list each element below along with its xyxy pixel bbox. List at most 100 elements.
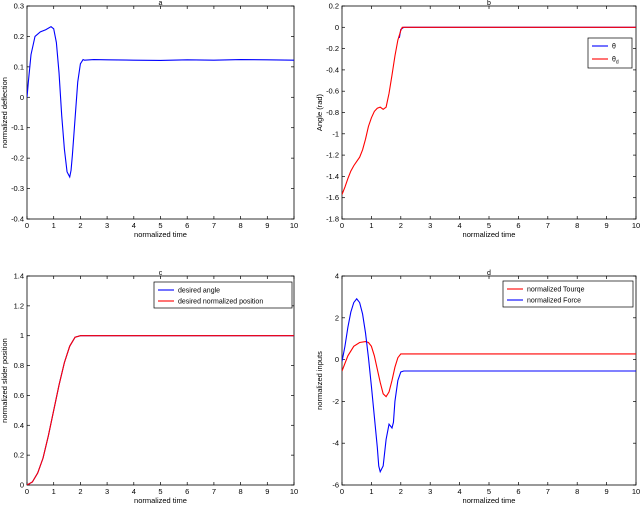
chart-title: c bbox=[159, 270, 163, 277]
legend-label: desired angle bbox=[178, 288, 220, 295]
x-tick-label: 0 bbox=[25, 221, 29, 230]
legend: desired angle desired normalized position bbox=[153, 281, 293, 309]
series-line-desired-normalized-position bbox=[27, 335, 294, 485]
x-tick-label: 7 bbox=[212, 487, 216, 496]
x-tick-label: 7 bbox=[546, 221, 550, 230]
series-line-normalized-tourqe bbox=[342, 340, 636, 398]
x-tick-label: 10 bbox=[290, 487, 298, 496]
y-axis-label: normalized deflection bbox=[0, 77, 9, 148]
y-tick-label: -0.1 bbox=[11, 123, 24, 132]
y-tick-label: 2 bbox=[335, 313, 339, 322]
x-tick-label: 8 bbox=[575, 487, 579, 496]
y-tick-label: -1.2 bbox=[326, 151, 339, 160]
legend: normalized Tourqe normalized Force bbox=[502, 280, 634, 308]
y-tick-label: 0.2 bbox=[14, 32, 24, 41]
x-tick-label: 3 bbox=[428, 487, 432, 496]
x-tick-label: 2 bbox=[399, 221, 403, 230]
y-tick-label: 1.4 bbox=[14, 272, 24, 281]
x-tick-label: 8 bbox=[575, 221, 579, 230]
y-tick-label: 0.4 bbox=[14, 421, 24, 430]
series-line-θd bbox=[342, 26, 636, 195]
y-tick-label: -0.4 bbox=[326, 65, 339, 74]
y-tick-label: -1.6 bbox=[326, 193, 339, 202]
x-tick-label: 9 bbox=[605, 221, 609, 230]
x-tick-label: 6 bbox=[516, 487, 520, 496]
y-axis-label: normalized inputs bbox=[315, 351, 324, 410]
y-tick-label: 0.2 bbox=[14, 451, 24, 460]
y-axis-label: normalized slider position bbox=[0, 338, 9, 423]
y-tick-label: 0 bbox=[20, 481, 24, 490]
legend-box bbox=[587, 37, 633, 69]
x-tick-label: 5 bbox=[158, 221, 162, 230]
y-tick-label: -2 bbox=[332, 397, 339, 406]
y-tick-label: -0.2 bbox=[11, 154, 24, 163]
x-tick-label: 3 bbox=[105, 221, 109, 230]
y-tick-label: 0.8 bbox=[14, 361, 24, 370]
x-axis-label: normalized time bbox=[463, 230, 516, 239]
x-tick-label: 0 bbox=[340, 487, 344, 496]
x-tick-label: 3 bbox=[428, 221, 432, 230]
x-tick-label: 8 bbox=[239, 221, 243, 230]
y-tick-label: 0 bbox=[335, 355, 339, 364]
y-tick-label: 1.2 bbox=[14, 301, 24, 310]
x-tick-label: 5 bbox=[158, 487, 162, 496]
axes-frame bbox=[26, 5, 295, 220]
y-tick-label: -0.2 bbox=[326, 44, 339, 53]
x-axis-label: normalized time bbox=[134, 230, 187, 239]
x-tick-label: 3 bbox=[105, 487, 109, 496]
x-tick-label: 4 bbox=[132, 221, 136, 230]
legend-label: θd bbox=[612, 57, 619, 66]
x-axis-label: normalized time bbox=[134, 496, 187, 505]
y-tick-label: 0.2 bbox=[329, 2, 339, 11]
axes-frame bbox=[341, 275, 637, 486]
y-tick-label: 0.6 bbox=[14, 391, 24, 400]
y-tick-label: 4 bbox=[335, 272, 339, 281]
y-tick-label: -1 bbox=[332, 129, 339, 138]
legend-label: normalized Force bbox=[527, 298, 581, 305]
y-axis-label: Angle (rad) bbox=[315, 93, 324, 131]
x-tick-label: 9 bbox=[265, 487, 269, 496]
x-tick-label: 7 bbox=[546, 487, 550, 496]
x-tick-label: 4 bbox=[132, 487, 136, 496]
x-tick-label: 8 bbox=[239, 487, 243, 496]
x-axis-label: normalized time bbox=[463, 496, 516, 505]
y-tick-label: -1.4 bbox=[326, 172, 339, 181]
x-tick-label: 5 bbox=[487, 221, 491, 230]
series-line-normalized-force bbox=[342, 297, 636, 474]
x-tick-label: 10 bbox=[290, 221, 298, 230]
y-tick-label: -0.3 bbox=[11, 184, 24, 193]
x-tick-label: 6 bbox=[185, 487, 189, 496]
x-tick-label: 1 bbox=[369, 487, 373, 496]
legend-label: normalized Tourqe bbox=[527, 287, 585, 294]
y-tick-label: -4 bbox=[332, 439, 339, 448]
x-tick-label: 9 bbox=[265, 221, 269, 230]
x-tick-label: 0 bbox=[25, 487, 29, 496]
x-tick-label: 2 bbox=[78, 487, 82, 496]
series-line-θ bbox=[398, 26, 636, 39]
x-tick-label: 9 bbox=[605, 487, 609, 496]
x-tick-label: 1 bbox=[52, 487, 56, 496]
y-tick-label: 1 bbox=[20, 331, 24, 340]
x-tick-label: 4 bbox=[458, 221, 462, 230]
legend: θ θd bbox=[587, 37, 633, 69]
x-tick-label: 7 bbox=[212, 221, 216, 230]
y-tick-label: -0.4 bbox=[11, 215, 24, 224]
legend-box bbox=[153, 281, 293, 309]
y-tick-label: -1.8 bbox=[326, 215, 339, 224]
x-tick-label: 1 bbox=[369, 221, 373, 230]
x-tick-label: 6 bbox=[516, 221, 520, 230]
x-tick-label: 2 bbox=[399, 487, 403, 496]
x-tick-label: 0 bbox=[340, 221, 344, 230]
x-tick-label: 6 bbox=[185, 221, 189, 230]
x-tick-label: 10 bbox=[632, 221, 640, 230]
x-tick-label: 2 bbox=[78, 221, 82, 230]
y-tick-label: -0.6 bbox=[326, 87, 339, 96]
x-tick-label: 5 bbox=[487, 487, 491, 496]
chart-title: d bbox=[487, 270, 491, 277]
chart-panel-a: a 0 1 2 3 4 5 6 7 8 9 10 -0.4 -0.3 -0.2 -0.1 0 0.1 0.2 0.3 n… bbox=[0, 0, 298, 239]
x-tick-label: 10 bbox=[632, 487, 640, 496]
y-tick-label: 0.1 bbox=[14, 62, 24, 71]
chart-panel-c: c 0 1 2 3 4 5 6 7 8 9 10 0 0.2 0.4 0.6 0.8 1 1.2 1.4 normali… bbox=[0, 270, 298, 505]
